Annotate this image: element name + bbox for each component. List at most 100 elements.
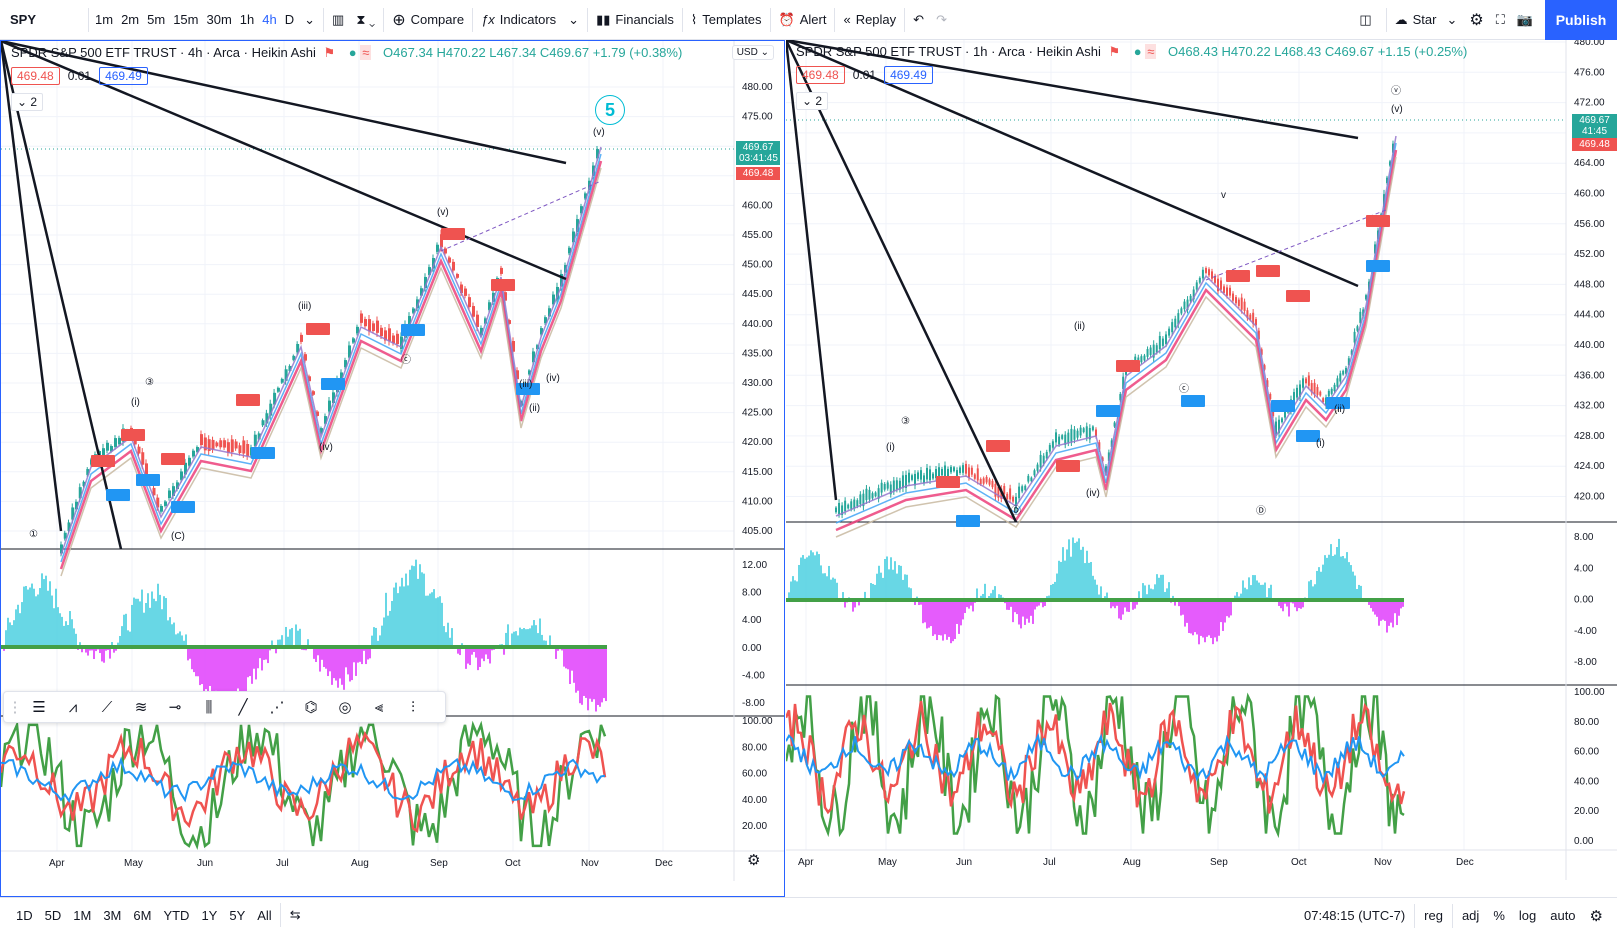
financials-button[interactable]: ▮▮Financials xyxy=(590,0,680,40)
fullscreen-button[interactable]: ⛶ xyxy=(1490,0,1511,40)
fib-retracement-icon[interactable]: ⫷ xyxy=(364,695,394,719)
interval-30m[interactable]: 30m xyxy=(202,0,235,40)
sell-price-button[interactable]: 469.48 xyxy=(796,66,845,84)
right-chart-pane[interactable]: 480.00476.00472.00468.00464.00460.00456.… xyxy=(786,40,1617,897)
gear-icon[interactable]: ⚙ xyxy=(747,851,760,869)
histogram-bar xyxy=(137,599,139,647)
gear-icon[interactable]: ⚙ xyxy=(1583,907,1617,925)
trend-line-icon[interactable]: ⟋ xyxy=(92,695,122,719)
interval-dropdown[interactable]: ⌄ xyxy=(298,0,321,40)
interval-1h[interactable]: 1h xyxy=(236,0,258,40)
clock-display[interactable]: 07:48:15 (UTC-7) xyxy=(1297,908,1412,923)
collapse-indicators-button[interactable]: ⌄ 2 xyxy=(796,92,828,110)
buy-price-button[interactable]: 469.49 xyxy=(99,67,148,85)
log-toggle[interactable]: log xyxy=(1512,908,1543,923)
range-1y[interactable]: 1Y xyxy=(195,908,223,923)
candle-body xyxy=(1058,437,1060,445)
snapshot-button[interactable]: 📷 xyxy=(1511,0,1539,40)
histogram-bar xyxy=(1202,600,1204,637)
buy-price-button[interactable]: 469.49 xyxy=(884,66,933,84)
oscillator-tick-label: 4.00 xyxy=(1574,563,1594,574)
undo-button[interactable]: ↶ xyxy=(907,0,930,40)
range-5d[interactable]: 5D xyxy=(39,908,68,923)
signal-label xyxy=(106,489,130,501)
histogram-bar xyxy=(451,628,453,647)
abc-pattern-icon[interactable]: ⩘ xyxy=(58,695,88,719)
signal-label xyxy=(171,501,195,513)
line-icon[interactable]: ╱ xyxy=(228,695,258,719)
session-toggle[interactable]: reg xyxy=(1417,908,1450,923)
drag-handle-icon[interactable]: ⋮ xyxy=(10,695,20,719)
templates-button[interactable]: ⌇Templates xyxy=(685,0,768,40)
pitchfork-icon[interactable]: ⫼ xyxy=(194,695,224,719)
range-6m[interactable]: 6M xyxy=(127,908,157,923)
interval-1m[interactable]: 1m xyxy=(91,0,117,40)
histogram-bar xyxy=(285,627,287,647)
horizontal-lines-icon[interactable]: ☰ xyxy=(24,695,54,719)
range-1d[interactable]: 1D xyxy=(10,908,39,923)
candle-body xyxy=(448,257,451,262)
layout-select-button[interactable]: ◫ xyxy=(1353,0,1377,40)
histogram-bar xyxy=(187,647,189,660)
alert-button[interactable]: ⏰Alert xyxy=(773,0,833,40)
left-chart-canvas[interactable]: 480.00475.00470.00465.00460.00455.00450.… xyxy=(1,41,784,896)
compare-button[interactable]: ⊕Compare xyxy=(386,0,470,40)
candle-body xyxy=(1162,339,1164,346)
date-range-button[interactable]: ⇆ xyxy=(283,907,308,923)
right-chart-canvas[interactable]: 480.00476.00472.00468.00464.00460.00456.… xyxy=(786,40,1617,897)
collapse-indicators-button[interactable]: ⌄ 2 xyxy=(11,93,43,111)
range-1m[interactable]: 1M xyxy=(67,908,97,923)
histogram-bar xyxy=(375,628,377,647)
histogram-bar xyxy=(1386,600,1388,633)
cloud-icon: ☁ xyxy=(1395,12,1408,28)
horizontal-ray-icon[interactable]: ⊸ xyxy=(160,695,190,719)
left-chart-pane[interactable]: 480.00475.00470.00465.00460.00455.00450.… xyxy=(0,40,785,897)
moving-average-line xyxy=(61,147,601,555)
price-tick-label: 428.00 xyxy=(1574,431,1605,442)
histogram-bar xyxy=(1072,538,1074,600)
range-3m[interactable]: 3M xyxy=(97,908,127,923)
bar-style-button[interactable]: ▥ xyxy=(326,0,350,40)
price-tick-label: 460.00 xyxy=(1574,189,1605,200)
adjust-toggle[interactable]: adj xyxy=(1455,908,1486,923)
candle-body xyxy=(364,319,367,326)
channel-icon[interactable]: ≋ xyxy=(126,695,156,719)
range-5y[interactable]: 5Y xyxy=(223,908,251,923)
currency-select[interactable]: USD ⌄ xyxy=(732,45,774,60)
wave-label: ⓥ xyxy=(1391,85,1401,97)
range-all[interactable]: All xyxy=(251,908,277,923)
bar-countdown: 03:41:45 xyxy=(739,153,777,164)
interval-2m[interactable]: 2m xyxy=(117,0,143,40)
wave-label: (v) xyxy=(1391,104,1403,115)
histogram-bar xyxy=(1322,565,1324,600)
histogram-bar xyxy=(139,601,141,647)
interval-D[interactable]: D xyxy=(281,0,298,40)
histogram-bar xyxy=(922,600,924,623)
interval-5m[interactable]: 5m xyxy=(143,0,169,40)
symbol-search[interactable]: SPY xyxy=(0,0,86,40)
histogram-bar xyxy=(41,573,43,647)
save-layout-button[interactable]: ☁Star⌄ xyxy=(1389,0,1464,40)
percent-toggle[interactable]: % xyxy=(1486,908,1512,923)
candle-body xyxy=(1205,268,1207,273)
range-ytd[interactable]: YTD xyxy=(157,908,195,923)
redo-button[interactable]: ↷ xyxy=(930,0,953,40)
candle-body xyxy=(277,388,280,392)
auto-toggle[interactable]: auto xyxy=(1543,908,1582,923)
interval-15m[interactable]: 15m xyxy=(169,0,202,40)
pattern-icon[interactable]: ⌬ xyxy=(296,695,326,719)
sell-price-button[interactable]: 469.48 xyxy=(11,67,60,85)
settings-list-icon[interactable]: ⫶ xyxy=(398,695,428,719)
elliott-wave-icon[interactable]: ⋰ xyxy=(262,695,292,719)
signal-label xyxy=(161,453,185,465)
interval-4h[interactable]: 4h xyxy=(258,0,280,40)
fib-spiral-icon[interactable]: ◎ xyxy=(330,695,360,719)
candle-body xyxy=(881,483,883,493)
chart-type-button[interactable]: ⧗ ⌄ xyxy=(350,0,381,40)
replay-button[interactable]: «Replay xyxy=(837,0,902,40)
candle-body xyxy=(908,473,910,483)
settings-button[interactable]: ⚙ xyxy=(1463,0,1489,40)
publish-button[interactable]: Publish xyxy=(1545,0,1617,40)
